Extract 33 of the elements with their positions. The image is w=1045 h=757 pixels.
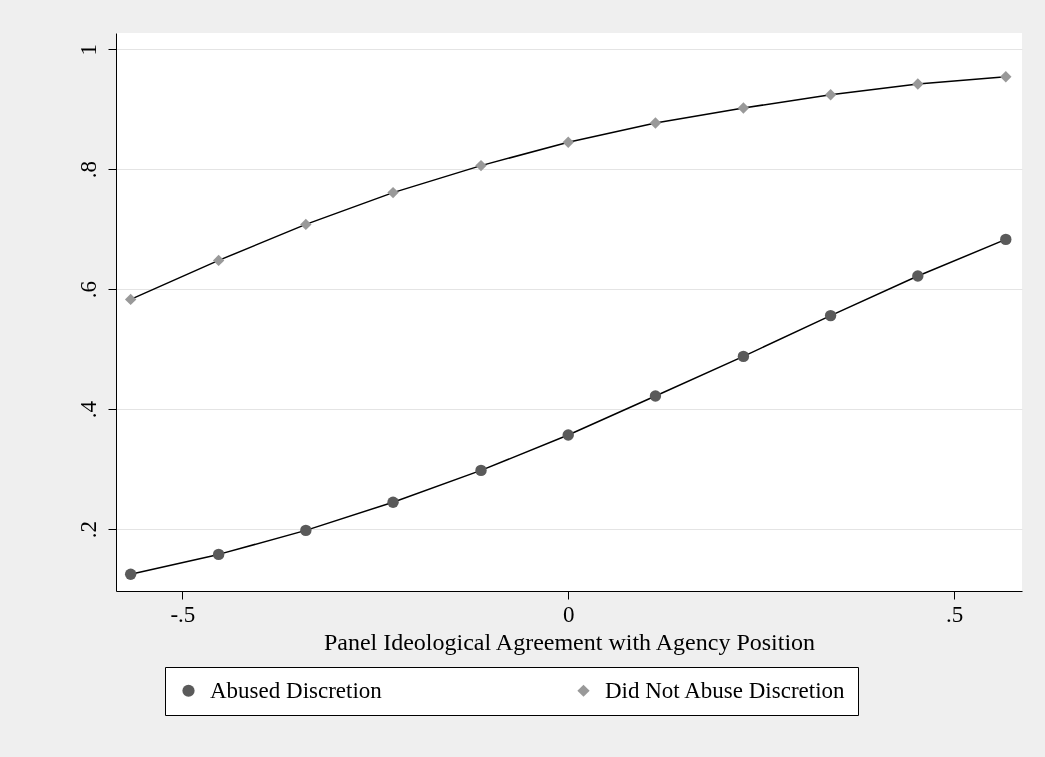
point <box>300 524 312 537</box>
point <box>124 568 137 580</box>
legend-label: Abused Discretion <box>210 677 383 703</box>
point <box>562 136 574 148</box>
point <box>212 254 225 267</box>
x-tick-label: -.5 <box>170 601 196 627</box>
point <box>387 186 399 199</box>
point <box>300 218 312 231</box>
point <box>737 350 750 363</box>
point <box>1000 233 1012 246</box>
point <box>824 89 837 101</box>
y-tick-label: 1 <box>75 43 101 56</box>
point <box>212 548 225 561</box>
point <box>912 270 924 282</box>
point <box>475 464 487 477</box>
point <box>387 496 399 508</box>
y-tick-label: .8 <box>75 161 101 179</box>
legend-label: Did Not Abuse Discretion <box>605 677 846 703</box>
y-tick-label: .6 <box>75 281 101 299</box>
x-tick-label: .5 <box>945 601 964 627</box>
y-tick-label: .4 <box>75 400 101 419</box>
x-axis-title: Panel Ideological Agreement with Agency Position <box>323 628 816 655</box>
x-tick-label: 0 <box>562 601 575 627</box>
point <box>649 117 662 129</box>
point <box>562 429 574 441</box>
point <box>475 159 487 172</box>
point <box>737 102 750 114</box>
point <box>912 78 924 90</box>
point <box>824 309 837 322</box>
y-tick-label: .2 <box>75 521 101 539</box>
point <box>124 293 137 306</box>
point <box>649 390 662 402</box>
point <box>1000 71 1012 83</box>
